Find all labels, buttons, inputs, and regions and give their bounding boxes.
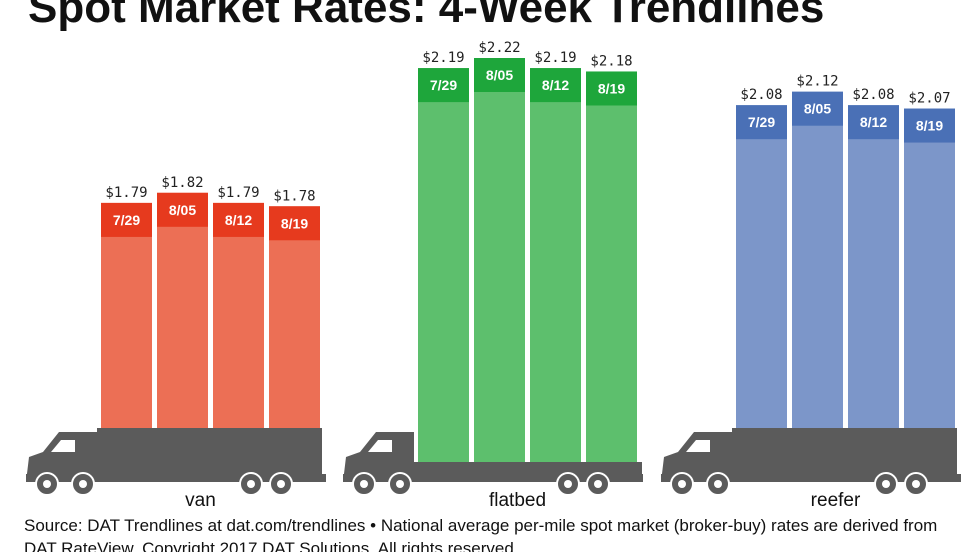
bar-band bbox=[736, 105, 787, 140]
date-label: 8/19 bbox=[281, 215, 308, 231]
value-label: $1.79 bbox=[105, 185, 147, 201]
bar-band bbox=[848, 105, 899, 140]
trailer bbox=[732, 428, 957, 478]
trailer-deck bbox=[414, 462, 642, 474]
bar bbox=[101, 202, 152, 462]
chart-title: Spot Market Rates: 4-Week Trendlines bbox=[28, 0, 824, 32]
group-label: van bbox=[185, 490, 216, 511]
value-label: $2.19 bbox=[422, 50, 464, 66]
bar-band bbox=[418, 68, 469, 103]
value-label: $1.78 bbox=[273, 188, 315, 204]
date-label: 8/12 bbox=[542, 77, 569, 93]
cab-window bbox=[686, 440, 710, 452]
truck-cab bbox=[661, 432, 732, 482]
date-label: 8/12 bbox=[225, 212, 252, 228]
chassis bbox=[343, 474, 643, 482]
bar bbox=[157, 192, 208, 463]
hub bbox=[564, 480, 572, 488]
bar-band bbox=[269, 206, 320, 241]
value-label: $1.82 bbox=[161, 175, 203, 191]
bar bbox=[418, 68, 469, 463]
hub bbox=[882, 480, 890, 488]
trailer bbox=[97, 428, 322, 478]
bar-band bbox=[904, 108, 955, 143]
value-label: $2.18 bbox=[590, 53, 632, 69]
bar bbox=[269, 206, 320, 462]
bar-band bbox=[792, 91, 843, 126]
date-label: 8/05 bbox=[486, 67, 513, 83]
value-label: $2.08 bbox=[740, 87, 782, 103]
group-label: reefer bbox=[811, 490, 861, 511]
bar bbox=[792, 91, 843, 462]
hub bbox=[912, 480, 920, 488]
value-label: $2.12 bbox=[796, 74, 838, 90]
value-label: $2.07 bbox=[908, 91, 950, 107]
bar bbox=[213, 202, 264, 462]
bar-band bbox=[101, 202, 152, 237]
cab-window bbox=[368, 440, 392, 452]
group-label: flatbed bbox=[489, 490, 546, 511]
hub bbox=[678, 480, 686, 488]
date-label: 8/12 bbox=[860, 114, 887, 130]
bar bbox=[586, 71, 637, 462]
bar bbox=[904, 108, 955, 463]
truck-cab bbox=[26, 432, 97, 482]
hub bbox=[79, 480, 87, 488]
date-label: 8/19 bbox=[598, 80, 625, 96]
hub bbox=[360, 480, 368, 488]
value-label: $2.08 bbox=[852, 87, 894, 103]
bar-band bbox=[586, 71, 637, 106]
date-label: 7/29 bbox=[430, 77, 457, 93]
date-label: 7/29 bbox=[113, 212, 140, 228]
chassis bbox=[661, 474, 961, 482]
hub bbox=[396, 480, 404, 488]
hub bbox=[594, 480, 602, 488]
truck-cab bbox=[343, 432, 414, 482]
hub bbox=[714, 480, 722, 488]
date-label: 8/05 bbox=[804, 101, 831, 117]
hub bbox=[277, 480, 285, 488]
chassis bbox=[26, 474, 326, 482]
date-label: 8/19 bbox=[916, 118, 943, 134]
bar-band bbox=[157, 192, 208, 227]
bar-band bbox=[474, 58, 525, 92]
bar-band bbox=[213, 202, 264, 237]
value-label: $1.79 bbox=[217, 185, 259, 201]
date-label: 8/05 bbox=[169, 202, 196, 218]
hub bbox=[43, 480, 51, 488]
date-label: 7/29 bbox=[748, 114, 775, 130]
bar bbox=[474, 58, 525, 462]
value-label: $2.22 bbox=[478, 40, 520, 56]
bar bbox=[736, 105, 787, 463]
bar bbox=[530, 68, 581, 463]
source-note: Source: DAT Trendlines at dat.com/trendl… bbox=[24, 516, 938, 552]
hub bbox=[247, 480, 255, 488]
bar-band bbox=[530, 68, 581, 103]
cab-window bbox=[51, 440, 75, 452]
bar bbox=[848, 105, 899, 463]
value-label: $2.19 bbox=[534, 50, 576, 66]
